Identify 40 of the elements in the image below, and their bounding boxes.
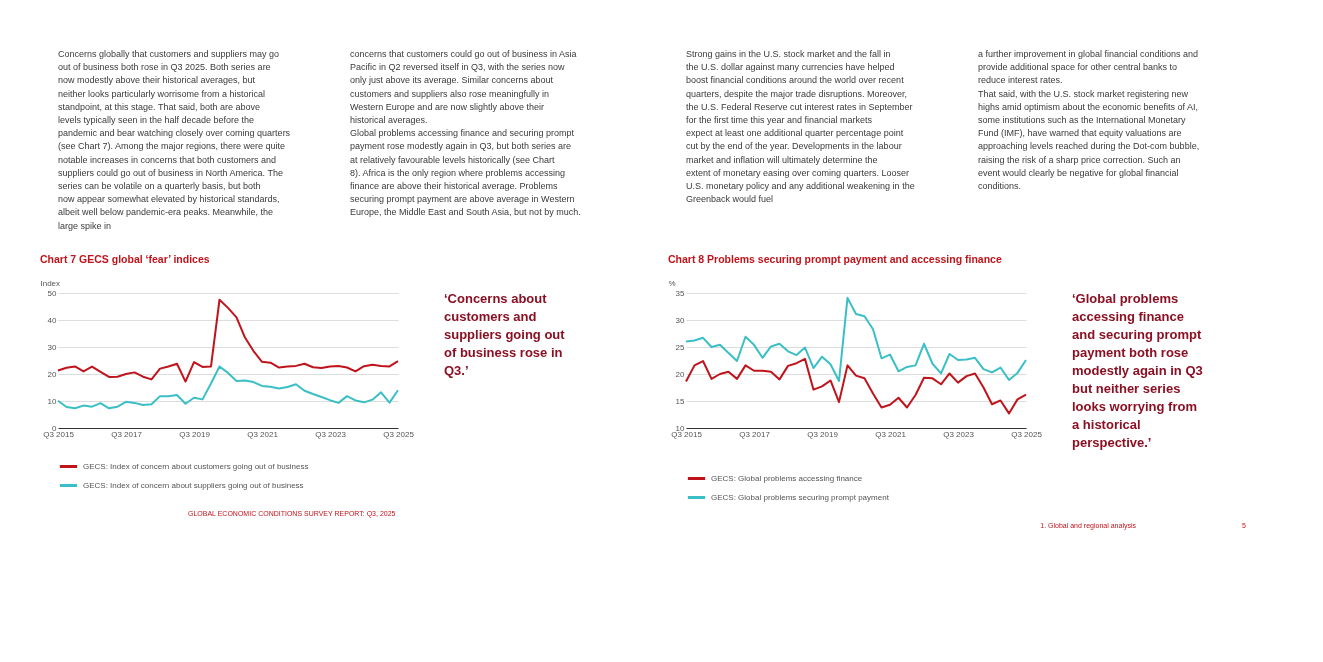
y-tick-label: 20: [47, 369, 58, 379]
legend-label: GECS: Index of concern about customers going out of business: [83, 461, 309, 471]
text: a further improvement in global financial conditions and provide additional space for other central banks to reduce interest rates. That said, with the U.S. stock market registering new highs amid optimism about the economic benefits of AI, some institutions such as the International Monetary Fund (IMF), have warned that equity valuations are approaching levels reached during the Dot-com bubble, raising the risk of a sharp price correction. Such an event would clearly be negative for global financial conditions.: [978, 49, 1200, 191]
x-tick-label: Q3 2023: [943, 429, 975, 439]
chart-title: Chart 7 GECS global ‘fear’ indices: [40, 252, 210, 265]
y-tick-label: 20: [675, 369, 686, 379]
x-tick-label: Q3 2021: [875, 429, 907, 439]
text: ‘Global problems accessing finance and securing prompt payment both rose modestly again in Q3 but neither series looks worrying from a historical perspective.’: [1072, 291, 1203, 450]
x-tick-label: Q3 2025: [383, 429, 415, 439]
text: Strong gains in the U.S. stock market and the fall in the U.S. dollar against many currencies have helped boost financial conditions around the world over recent quarters, despite the major trade disruptions. Moreover, the U.S. Federal Reserve cut interest rates in September for the first time this year and financial markets expect at least one additional quarter percentage point cut by the end of the year. Developments in the labour market and inflation will ultimately determine the extent of monetary easing over coming quarters. Looser U.S. monetary policy and any additional weakening in the Greenback would fuel: [686, 49, 915, 205]
y-tick-label: 15: [675, 396, 686, 406]
legend-label: GECS: Global problems securing prompt payment: [711, 492, 890, 502]
x-tick-label: Q3 2019: [179, 429, 211, 439]
chart-title: Chart 8 Problems securing prompt payment and accessing finance: [668, 252, 1002, 265]
text: Concerns globally that customers and suppliers may go out of business both rose in Q3 2025. Both series are now modestly above their historical averages, but neither looks particularly worrisome from a historical standpoint, at this stage. That said, both are above levels typically seen in the half decade before the pandemic and bear watching closely over coming quarters (see Chart 7). Among the major regions, there were quite notable increases in concerns that both customers and suppliers could go out of business in North America. The series can be volatile on a quarterly basis, but both now appear somewhat elevated by historical standards, albeit well below pandemic-era peaks. Meanwhile, the large spike in: [58, 49, 291, 231]
line-series: [685, 357, 1027, 415]
text: concerns that customers could go out of business in Asia Pacific in Q2 reversed itself in Q3, with the series now only just above its average. Similar concerns about customers and suppliers also rose meaningfully in Western Europe and are now slightly above their historical averages. Global problems accessing finance and securing prompt payment rose modestly again in Q3, but both series are at relatively favourable levels historically (see Chart 8). Africa is the only region where problems accessing finance are above their historical average. Problems securing prompt payment are above average in Western Europe, the Middle East and South Asia, but not by much.: [350, 49, 581, 218]
y-tick-label: 30: [675, 315, 686, 325]
x-tick-label: Q3 2019: [807, 429, 839, 439]
y-tick-label: 0: [52, 423, 58, 433]
x-tick-label: Q3 2017: [739, 429, 771, 439]
y-tick-label: 40: [47, 315, 58, 325]
legend-label: GECS: Index of concern about suppliers going out of business: [83, 480, 304, 490]
y-tick-label: 25: [675, 342, 686, 352]
line-series: [685, 296, 1027, 383]
y-tick-label: 10: [47, 396, 58, 406]
y-axis-title: Index: [40, 278, 61, 288]
y-tick-label: 35: [675, 288, 686, 298]
y-tick-label: 10: [675, 423, 686, 433]
line-series: [57, 298, 399, 383]
y-tick-label: 30: [47, 342, 58, 352]
y-tick-label: 50: [47, 288, 58, 298]
x-tick-label: Q3 2025: [1011, 429, 1043, 439]
x-tick-label: Q3 2017: [111, 429, 143, 439]
text: ‘Concerns about customers and suppliers going out of business rose in Q3.’: [444, 291, 566, 378]
legend-label: GECS: Global problems accessing finance: [711, 473, 863, 483]
y-axis-title: %: [668, 278, 676, 288]
line-series: [57, 365, 399, 410]
x-tick-label: Q3 2023: [315, 429, 347, 439]
x-tick-label: Q3 2021: [247, 429, 279, 439]
